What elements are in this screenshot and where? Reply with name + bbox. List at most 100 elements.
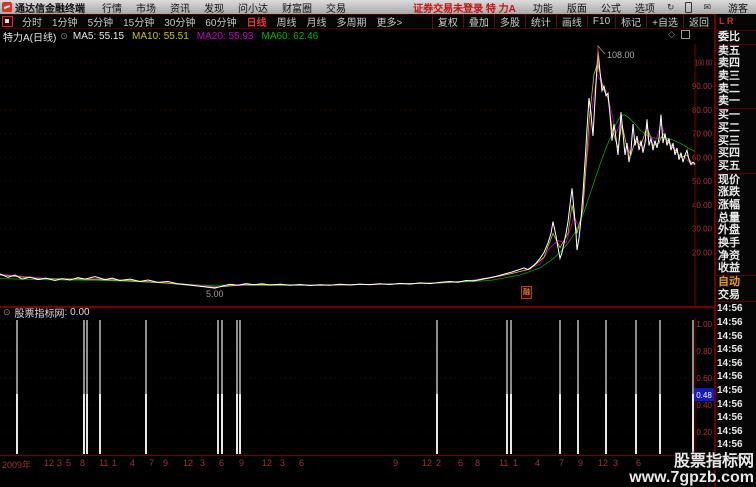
period-tab-5[interactable]: 60分钟 [205, 18, 237, 29]
tool-button-0[interactable]: 复权 [431, 14, 463, 29]
time-axis-label: 9 [239, 458, 245, 468]
menu-item-4[interactable]: 问小达 [238, 3, 268, 15]
quote-row-14: 总量 [718, 211, 740, 224]
low-price-annotation: 5.00 [206, 289, 224, 299]
time-axis-label: 11 [99, 458, 109, 468]
main-kline-chart[interactable]: 20.00 30.00 40.00 50.00 60.00 70.00 80.00 90.00… [0, 44, 714, 306]
period-tab-9[interactable]: 多周期 [336, 18, 367, 29]
menu-item-right-2[interactable]: 公式 [600, 3, 621, 15]
menu-item-right-3[interactable]: 选项 [634, 3, 655, 15]
indicator-axis-label: 0.80 [696, 347, 712, 356]
window-icon[interactable] [681, 30, 690, 39]
indicator-chart[interactable]: 0.20 0.40 0.60 0.80 1.00 0.48 [0, 318, 714, 455]
price-axis-label: 80.00 [692, 106, 713, 115]
menu-item-6[interactable]: 交易 [326, 3, 346, 15]
price-axis-label: 100.00 [695, 58, 712, 67]
menu-item-5[interactable]: 财富圈 [282, 3, 312, 15]
time-axis-label: 3 [613, 458, 619, 468]
period-tab-2[interactable]: 5分钟 [87, 18, 114, 29]
price-axis-label: 20.00 [692, 248, 713, 257]
sidebar-level-tabs[interactable]: L R [716, 14, 756, 31]
time-axis-label: 1 [112, 458, 118, 468]
quote-row-12: 涨跌 [718, 186, 740, 199]
menu-item-0[interactable]: 行情 [102, 3, 122, 15]
margin-event-marker[interactable]: 融 [521, 286, 532, 299]
period-tab-0[interactable]: 分时 [22, 18, 42, 29]
period-tab-1[interactable]: 1分钟 [52, 18, 78, 29]
indicator-bar [86, 320, 88, 394]
time-axis-label: 4 [535, 458, 541, 468]
indicator-bar [83, 320, 85, 394]
indicator-bar [659, 320, 661, 394]
time-axis: 2009年 12 3 5 8 11 1 4 7 9 12 3 6 9 12 3 6 9 12 2 6 8 11 1 4 7 9 12 3… [0, 456, 714, 487]
expand-circle-icon[interactable]: ⊙ [60, 31, 68, 41]
phone-icon[interactable] [685, 1, 693, 13]
chart-header: 特力A(日线) ⊙ MA5: 55.15 MA10: 55.51 MA20: 55.… [0, 29, 714, 44]
menu-item-3[interactable]: 发现 [204, 3, 224, 15]
indicator-axis-label: 1.00 [696, 320, 712, 329]
tool-button-5[interactable]: F10 [586, 16, 615, 27]
indicator-bar [659, 394, 661, 454]
indicator-current-badge: 0.48 [696, 391, 712, 400]
tool-button-7[interactable]: +自选 [646, 14, 683, 29]
chart-title: 特力A(日线) [3, 33, 57, 44]
time-axis-label: 9 [163, 458, 169, 468]
time-axis-label: 8 [80, 458, 86, 468]
menu-item-1[interactable]: 市场 [136, 3, 156, 15]
app-title: 通达信金融终端 [15, 3, 85, 15]
period-tab-6[interactable]: 日线 [246, 18, 267, 29]
tool-buttons: 复权 叠加 多股 统计 画线 F10 标记 +自选 返回 [431, 14, 714, 29]
chart-window-icon[interactable] [2, 16, 13, 27]
tool-button-6[interactable]: 标记 [615, 14, 646, 29]
mail-icon[interactable]: ✉ [703, 1, 711, 12]
ma-values: MA5: 55.15 MA10: 55.51 MA20: 55.93 MA60: 62… [73, 31, 326, 42]
indicator-bar [635, 394, 637, 454]
indicator-bar [99, 394, 101, 454]
quote-row-15: 外盘 [718, 224, 740, 237]
price-axis-label: 70.00 [692, 130, 713, 139]
time-axis-label: 5 [66, 458, 72, 468]
indicator-header: ⊙ 股票指标网 : 0.00 [0, 307, 714, 320]
period-tab-7[interactable]: 周线 [276, 18, 297, 29]
menu-item-2[interactable]: 资讯 [170, 3, 190, 15]
tool-button-4[interactable]: 画线 [555, 14, 587, 29]
period-tab-4[interactable]: 30分钟 [164, 18, 196, 29]
menu-item-right-1[interactable]: 版面 [566, 3, 587, 15]
quote-row-9: 买四 [718, 147, 740, 160]
menu-item-right-0[interactable]: 功能 [532, 3, 553, 15]
time-axis-label: 3 [57, 458, 63, 468]
tick-time-row: 14:56 [717, 398, 743, 410]
indicator-bar [83, 394, 85, 454]
period-tab-10[interactable]: 更多> [376, 18, 403, 29]
tool-button-3[interactable]: 统计 [524, 14, 556, 29]
time-axis-label: 11 [499, 458, 509, 468]
tick-time-row: 14:56 [717, 385, 743, 396]
time-axis-label: 7 [559, 458, 565, 468]
time-axis-label: 7 [149, 458, 155, 468]
indicator-bar [236, 394, 238, 454]
quote-row-16: 换手 [718, 237, 740, 249]
tool-button-1[interactable]: 叠加 [462, 14, 494, 29]
period-tab-3[interactable]: 15分钟 [123, 18, 155, 29]
period-tab-8[interactable]: 月线 [306, 18, 327, 29]
sidebar-button-1[interactable]: 交易 [716, 289, 756, 303]
quote-row-7: 买二 [718, 121, 740, 134]
indicator-bar [217, 320, 219, 394]
indicator-bar [605, 320, 607, 394]
refresh-icon[interactable]: ↻ [666, 1, 675, 12]
sidebar-button-0[interactable]: 自动 [718, 276, 740, 289]
quote-rows: 委比 卖五 卖四 卖三 卖二 卖一 买一 买二 买三 买四 买五 现价 涨跌 涨幅 总量 外盘 换手 净资 收益 自动… [716, 31, 756, 466]
indicator-circle-icon[interactable]: ⊙ [3, 307, 11, 317]
tool-button-2[interactable]: 多股 [493, 14, 525, 29]
quote-row-5: 卖一 [716, 95, 756, 110]
panel-separator [0, 306, 714, 308]
guest-label[interactable]: 游客 [728, 3, 748, 15]
tool-button-8[interactable]: 返回 [683, 14, 714, 29]
indicator-bar [506, 394, 508, 454]
indicator-bar [145, 394, 147, 454]
price-axis-label: 50.00 [692, 177, 713, 186]
indicator-bar [635, 320, 637, 394]
ma-label-1: MA10: 55.51 [132, 31, 189, 42]
diamond-icon[interactable]: ◇ [668, 29, 675, 39]
quote-row-17: 净资 [718, 249, 740, 262]
